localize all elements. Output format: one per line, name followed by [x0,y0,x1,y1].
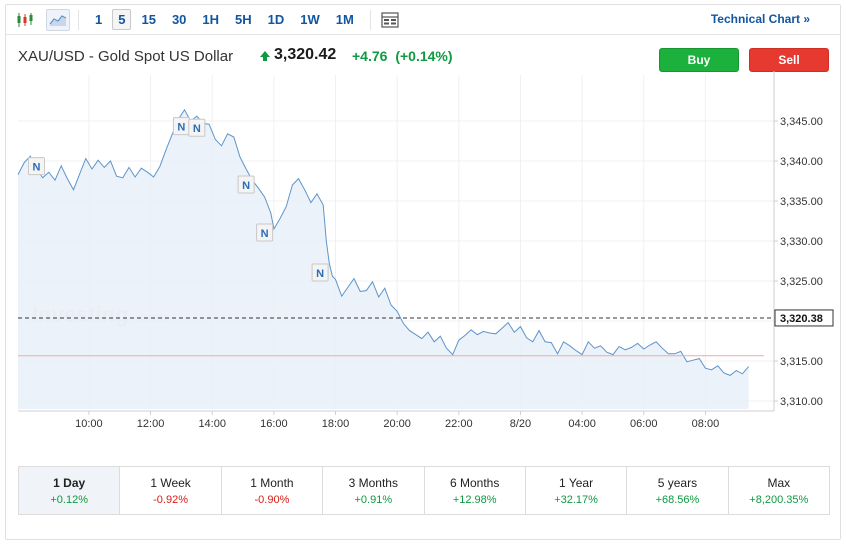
period-label: 1 Day [53,475,86,490]
buy-button[interactable]: Buy [659,48,739,72]
interval-1[interactable]: 1 [95,12,103,27]
toolbar-divider [369,9,371,30]
technical-chart-link[interactable]: Technical Chart » [710,12,810,26]
interval-15[interactable]: 15 [141,12,156,27]
period-1-month[interactable]: 1 Month -0.90% [222,467,324,514]
period-change: -0.90% [254,493,290,506]
news-marker-box[interactable] [256,223,274,242]
y-tick-label: 3,315.00 [780,356,823,368]
current-price-label: 3,320.38 [780,313,823,325]
change-value: +4.76 [352,48,388,64]
x-tick-label: 22:00 [445,418,473,430]
area-chart-icon[interactable] [46,8,70,31]
period-3-months[interactable]: 3 Months +0.91% [323,467,425,514]
period-change: +0.12% [50,493,88,506]
news-marker-label[interactable]: N [33,162,41,174]
period-change: +32.17% [554,493,598,506]
interval-5[interactable]: 5 [112,9,132,30]
period-change: +8,200.35% [749,493,809,506]
period-change: -0.92% [153,493,188,506]
chart-toolbar: 1 5 15 30 1H 5H 1D 1W 1M Technical Chart » [6,5,840,35]
news-marker-label[interactable]: N [193,123,201,135]
toolbar-divider [78,9,79,30]
current-price-box [774,309,834,327]
chart-widget: 1 5 15 30 1H 5H 1D 1W 1M Technical Chart » XAU/U… [5,4,841,540]
up-arrow-icon [260,51,270,61]
news-marker-box[interactable] [27,157,45,176]
y-tick-label: 3,340.00 [780,156,823,168]
news-marker-label[interactable]: N [261,228,269,240]
candlestick-icon[interactable] [14,9,36,31]
period-1-year[interactable]: 1 Year +32.17% [526,467,628,514]
x-tick-label: 08:00 [692,418,720,430]
period-1-week[interactable]: 1 Week -0.92% [120,467,222,514]
period-1-day[interactable]: 1 Day +0.12% [19,467,121,514]
news-marker-label[interactable]: N [316,268,324,280]
x-tick-label: 8/20 [510,418,531,430]
period-change: +68.56% [655,493,700,506]
price-change: +4.76 (+0.14%) [352,48,453,64]
price-chart[interactable]: Investing.com3,345.003,340.003,335.003,3… [6,5,840,465]
period-5-years[interactable]: 5 years +68.56% [627,467,729,514]
price-area-fill [18,109,749,410]
period-change: +0.91% [354,493,393,506]
y-tick-label: 3,310.00 [780,396,823,408]
news-marker-label[interactable]: N [242,180,250,192]
change-percent: (+0.14%) [395,48,453,64]
y-tick-label: 3,335.00 [780,196,823,208]
news-marker-box[interactable] [237,175,255,194]
period-label: 5 years [657,475,698,490]
x-tick-label: 14:00 [198,418,226,430]
instrument-title: XAU/USD - Gold Spot US Dollar [18,48,234,65]
settings-panel-icon[interactable] [379,9,401,31]
y-tick-label: 3,325.00 [780,276,823,288]
interval-1d[interactable]: 1D [267,12,285,27]
x-tick-label: 16:00 [260,418,288,430]
period-label: 6 Months [450,475,500,490]
period-label: 3 Months [348,475,398,490]
interval-selector: 1 5 15 30 1H 5H 1D 1W 1M [87,9,362,30]
period-6-months[interactable]: 6 Months +12.98% [425,467,526,514]
interval-30[interactable]: 30 [171,12,187,27]
period-label: 1 Month [250,475,294,490]
y-tick-label: 3,345.00 [780,116,823,128]
period-label: Max [767,475,791,490]
interval-1m[interactable]: 1M [335,12,354,27]
x-tick-label: 12:00 [137,418,165,430]
news-marker-box[interactable] [188,118,206,137]
news-marker-box[interactable] [311,263,329,282]
period-label: 1 Week [150,475,191,490]
x-tick-label: 18:00 [322,418,350,430]
instrument-header: XAU/USD - Gold Spot US Dollar 3,320.42 +… [6,35,840,77]
interval-1h[interactable]: 1H [202,12,220,27]
period-change: +12.98% [452,493,497,506]
x-tick-label: 20:00 [383,418,411,430]
interval-5h[interactable]: 5H [235,12,252,27]
last-price: 3,320.42 [274,46,337,63]
x-tick-label: 04:00 [568,418,596,430]
period-selector: 1 Day +0.12% 1 Week -0.92% 1 Month -0.90% 3 Mo… [18,466,830,515]
period-label: 1 Year [559,475,594,490]
x-tick-label: 10:00 [75,418,103,430]
y-tick-label: 3,330.00 [780,236,823,248]
news-marker-label[interactable]: N [177,122,185,134]
price-line[interactable] [17,108,749,376]
x-tick-label: 06:00 [630,418,658,430]
interval-1w[interactable]: 1W [300,12,320,27]
period-max[interactable]: Max +8,200.35% [729,467,829,514]
sell-button[interactable]: Sell [749,48,829,72]
